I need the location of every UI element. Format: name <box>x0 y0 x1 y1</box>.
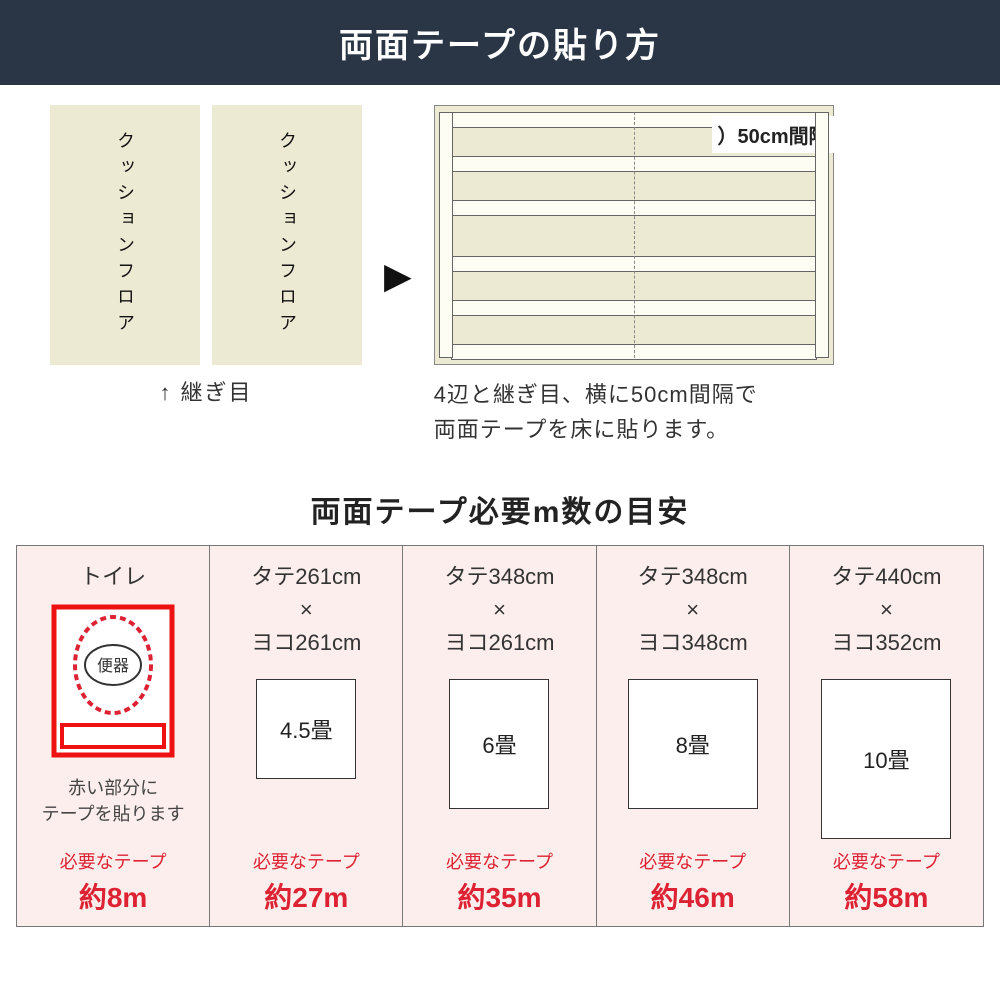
cell-dimensions: トイレ <box>80 560 146 593</box>
right-wrap: ）50cm間隔 4辺と継ぎ目、横に50cm間隔で 両面テープを床に貼ります。 <box>434 105 834 447</box>
room-size-box: 6畳 <box>449 679 549 809</box>
need-value: 約58m <box>844 876 928 916</box>
need-label: 必要なテープ <box>60 848 167 874</box>
table-title: 両面テープ必要m数の目安 <box>0 487 1000 531</box>
panel-label: クッションフロア <box>274 131 300 339</box>
table-cell: タテ440cm×ヨコ352cm 10畳必要なテープ約58m <box>790 546 983 926</box>
arrow-icon: ▶ <box>384 255 412 297</box>
toilet-diagram: 便器 <box>48 601 178 766</box>
tape-table: トイレ便器赤い部分にテープを貼ります必要なテープ約8mタテ261cm×ヨコ261… <box>16 545 984 927</box>
taped-diagram: ）50cm間隔 <box>434 105 834 365</box>
panels-wrap: クッションフロア クッションフロア ↑ 継ぎ目 <box>50 105 362 407</box>
room-size-box: 8畳 <box>628 679 758 809</box>
room-size-box: 4.5畳 <box>256 679 356 779</box>
center-seam-line <box>634 112 635 358</box>
top-section: クッションフロア クッションフロア ↑ 継ぎ目 ▶ ）50cm間隔 4辺と継ぎ目… <box>0 85 1000 457</box>
cell-dimensions: タテ261cm×ヨコ261cm <box>251 560 361 659</box>
cell-dimensions: タテ348cm×ヨコ348cm <box>638 560 748 659</box>
need-value: 約8m <box>79 876 147 916</box>
desc-line2: 両面テープを床に貼ります。 <box>434 417 729 442</box>
table-cell: タテ348cm×ヨコ348cm 8畳必要なテープ約46m <box>597 546 790 926</box>
seam-label: ↑ 継ぎ目 <box>159 375 252 407</box>
cell-dimensions: タテ348cm×ヨコ261cm <box>444 560 554 659</box>
need-label: 必要なテープ <box>833 848 940 874</box>
page-title: 両面テープの貼り方 <box>0 0 1000 85</box>
svg-text:便器: 便器 <box>97 657 129 675</box>
floor-panels: クッションフロア クッションフロア <box>50 105 362 365</box>
need-label: 必要なテープ <box>446 848 553 874</box>
vertical-tape-strip <box>439 112 453 358</box>
need-value: 約35m <box>457 876 541 916</box>
room-size-box: 10畳 <box>821 679 951 839</box>
floor-panel-right: クッションフロア <box>212 105 362 365</box>
desc-line1: 4辺と継ぎ目、横に50cm間隔で <box>434 382 758 407</box>
vertical-tape-strip <box>815 112 829 358</box>
table-cell: タテ261cm×ヨコ261cm 4.5畳必要なテープ約27m <box>210 546 403 926</box>
need-value: 約27m <box>264 876 348 916</box>
floor-panel-left: クッションフロア <box>50 105 200 365</box>
panel-label: クッションフロア <box>112 131 138 339</box>
need-value: 約46m <box>651 876 735 916</box>
need-label: 必要なテープ <box>253 848 360 874</box>
tape-description: 4辺と継ぎ目、横に50cm間隔で 両面テープを床に貼ります。 <box>434 377 758 447</box>
toilet-note: 赤い部分にテープを貼ります <box>42 776 185 826</box>
table-cell: タテ348cm×ヨコ261cm 6畳必要なテープ約35m <box>403 546 596 926</box>
need-label: 必要なテープ <box>639 848 746 874</box>
table-cell: トイレ便器赤い部分にテープを貼ります必要なテープ約8m <box>17 546 210 926</box>
cell-dimensions: タテ440cm×ヨコ352cm <box>831 560 941 659</box>
